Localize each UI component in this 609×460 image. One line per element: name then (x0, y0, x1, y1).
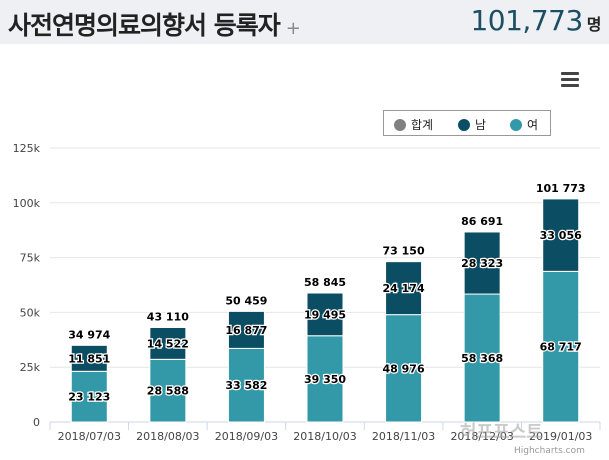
legend-label-total: 합계 (411, 118, 434, 132)
legend-dot-total-icon (394, 119, 406, 131)
data-label-male: 16 877 (225, 324, 267, 337)
chart-legend: 합계 남 여 (383, 110, 551, 136)
data-label-total: 73 150 (383, 245, 425, 258)
legend-item-female[interactable]: 여 (510, 116, 538, 133)
data-label-female: 23 123 (68, 391, 110, 404)
x-tick-label: 2018/09/03 (215, 430, 278, 443)
y-tick-label: 50k (20, 306, 41, 319)
legend-dot-female-icon (510, 119, 522, 131)
page-title: 사전연명의료의향서 등록자 + (8, 6, 301, 42)
credits-link[interactable]: Highcharts.com (514, 446, 585, 456)
data-label-female: 58 368 (461, 352, 503, 365)
data-label-male: 14 522 (147, 337, 189, 350)
bar-male (463, 231, 501, 295)
legend-dot-male-icon (458, 119, 470, 131)
watermark-text: 허프포스트 (460, 422, 543, 443)
x-tick-label: 2018/12/03 (450, 430, 513, 443)
hamburger-menu-icon[interactable] (561, 72, 579, 87)
data-label-male: 19 495 (304, 308, 346, 321)
x-tick-label: 2018/10/03 (293, 430, 356, 443)
legend-item-total[interactable]: 합계 (394, 116, 433, 133)
expand-plus-icon[interactable]: + (285, 18, 301, 39)
header-bar: 사전연명의료의향서 등록자 + 101,773 명 (0, 0, 609, 44)
data-label-total: 86 691 (461, 215, 503, 228)
legend-label-female: 여 (527, 118, 539, 132)
data-label-total: 34 974 (68, 328, 110, 341)
total-unit: 명 (586, 15, 602, 34)
y-tick-label: 100k (13, 197, 41, 210)
x-tick-label: 2018/08/03 (136, 430, 199, 443)
legend-label-male: 남 (475, 118, 487, 132)
x-tick-label: 2018/07/03 (58, 430, 121, 443)
data-label-male: 24 174 (383, 282, 425, 295)
data-label-female: 33 582 (225, 379, 267, 392)
data-label-male: 33 056 (540, 229, 582, 242)
total-count: 101,773 명 (470, 4, 601, 37)
data-label-male: 11 851 (68, 352, 110, 365)
bar-male (149, 327, 187, 360)
data-label-female: 48 976 (383, 362, 425, 375)
bar-female (463, 293, 501, 423)
bar-female (385, 314, 423, 423)
y-tick-label: 25k (20, 361, 41, 374)
data-label-total: 50 459 (225, 294, 267, 307)
data-label-total: 101 773 (536, 182, 586, 195)
bar-male (227, 310, 265, 349)
bar-male (542, 198, 580, 272)
total-value: 101,773 (470, 4, 583, 37)
bar-male (306, 292, 344, 337)
bar-female (542, 270, 580, 423)
x-tick-label: 2019/01/03 (529, 430, 592, 443)
x-tick-label: 2018/11/03 (372, 430, 435, 443)
legend-item-male[interactable]: 남 (458, 116, 486, 133)
data-label-female: 28 588 (147, 385, 189, 398)
bar-male (70, 344, 108, 372)
bar-female (149, 358, 187, 423)
bar-female (306, 335, 344, 423)
data-label-male: 28 323 (461, 257, 503, 270)
data-label-total: 43 110 (147, 311, 189, 324)
y-tick-label: 125k (13, 142, 41, 155)
data-label-female: 68 717 (540, 341, 582, 354)
title-text: 사전연명의료의향서 등록자 (8, 11, 281, 40)
data-label-female: 39 350 (304, 373, 346, 386)
y-tick-label: 0 (33, 416, 40, 429)
data-label-total: 58 845 (304, 276, 346, 289)
bar-female (70, 370, 108, 423)
y-tick-label: 75k (20, 252, 41, 265)
bar-male (385, 261, 423, 316)
